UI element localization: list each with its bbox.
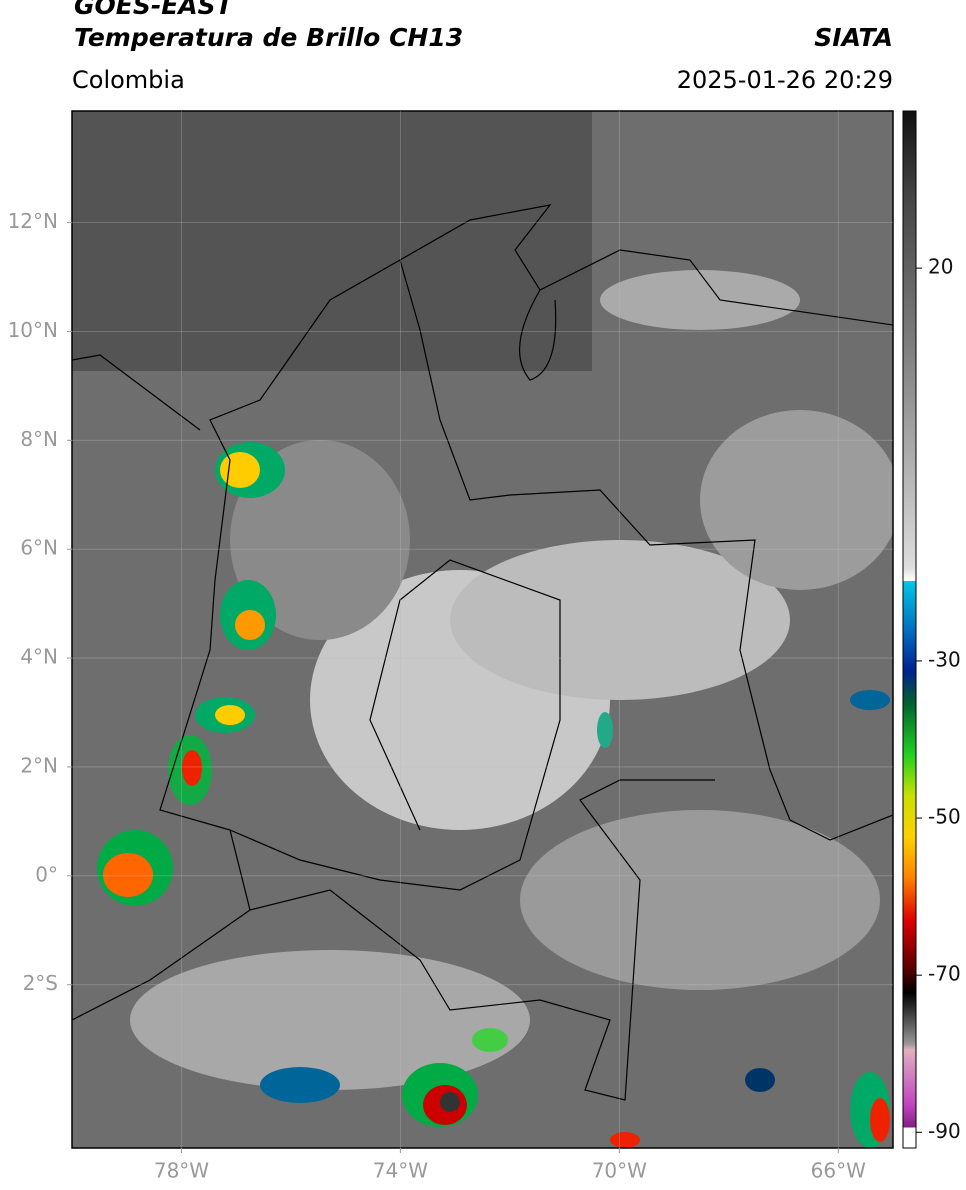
timestamp: 2025-01-26 20:29	[677, 66, 893, 94]
colorbar-label: -30	[928, 647, 961, 671]
region: Colombia	[72, 66, 185, 94]
lon-tick-label: 78°W	[154, 1159, 209, 1183]
lat-tick-label: 4°N	[20, 645, 58, 669]
lon-tick-label: 66°W	[811, 1159, 866, 1183]
colorbar-label: -70	[928, 962, 961, 986]
lat-tick-label: 6°N	[20, 536, 58, 560]
lat-tick-label: 0°	[35, 862, 58, 886]
lon-tick-label: 74°W	[373, 1159, 428, 1183]
subtitle: Temperatura de Brillo CH13	[74, 23, 463, 52]
satellite-image	[72, 111, 893, 1148]
lat-tick-label: 2°S	[23, 971, 58, 995]
colorbar	[902, 110, 917, 1149]
title: GOES-EAST	[74, 0, 235, 20]
borders	[72, 204, 893, 1101]
colorbar-label: -90	[928, 1119, 961, 1143]
lat-tick-label: 8°N	[20, 427, 58, 451]
lat-tick-label: 12°N	[8, 209, 58, 233]
lat-tick-label: 10°N	[8, 318, 58, 342]
map-frame	[71, 110, 894, 1149]
lat-tick-label: 2°N	[20, 753, 58, 777]
colorbar-label: 20	[928, 255, 953, 279]
convective-cells	[97, 442, 890, 1148]
colorbar-label: -50	[928, 805, 961, 829]
source: SIATA	[814, 23, 893, 52]
lon-tick-label: 70°W	[592, 1159, 647, 1183]
